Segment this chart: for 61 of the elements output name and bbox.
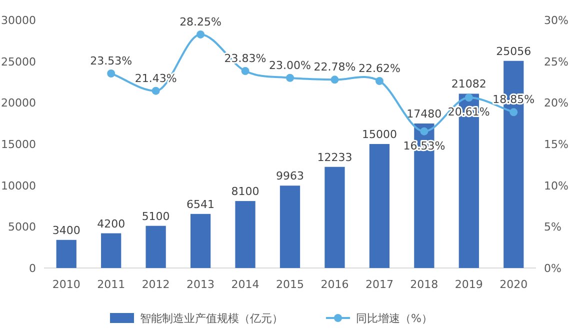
data-label: 22.62% bbox=[358, 62, 400, 76]
point bbox=[152, 86, 160, 95]
x-tick-label: 2018 bbox=[410, 278, 438, 291]
y2-tick-label: 10% bbox=[544, 179, 568, 192]
y2-tick-label: 25% bbox=[544, 55, 568, 68]
x-tick-label: 2017 bbox=[365, 278, 394, 291]
y2-tick-label: 20% bbox=[544, 96, 568, 110]
data-label: 9963 bbox=[276, 170, 304, 183]
x-tick-label: 2016 bbox=[320, 278, 349, 291]
data-label: 25056 bbox=[496, 44, 532, 58]
x-tick-label: 2012 bbox=[142, 278, 170, 291]
data-label: 23.53% bbox=[90, 54, 132, 68]
bar bbox=[146, 226, 166, 268]
y-tick-label: 30000 bbox=[1, 14, 36, 27]
point bbox=[286, 74, 294, 82]
y-tick-label: 10000 bbox=[1, 179, 36, 192]
data-label: 23.00% bbox=[269, 58, 311, 72]
y-tick-label: 15000 bbox=[1, 138, 36, 151]
bar bbox=[56, 240, 76, 268]
point bbox=[196, 30, 205, 38]
x-tick-label: 2010 bbox=[52, 278, 80, 291]
point bbox=[241, 67, 250, 76]
bar bbox=[235, 201, 256, 268]
x-tick-label: 2020 bbox=[500, 278, 528, 291]
bar bbox=[324, 166, 345, 268]
x-tick-label: 2013 bbox=[186, 278, 215, 291]
x-tick-label: 2014 bbox=[231, 278, 260, 291]
data-label: 28.25% bbox=[180, 15, 222, 28]
data-label: 17480 bbox=[406, 108, 442, 120]
data-label: 22.78% bbox=[314, 60, 356, 74]
data-label: 12233 bbox=[317, 150, 352, 164]
point bbox=[375, 77, 384, 86]
y2-tick-label: 15% bbox=[544, 138, 568, 151]
x-tick-label: 2011 bbox=[97, 278, 126, 291]
y-tick-label: 5000 bbox=[8, 220, 36, 234]
bar bbox=[369, 144, 390, 268]
y2-tick-label: 5% bbox=[544, 220, 562, 234]
x-tick-label: 2019 bbox=[454, 278, 483, 291]
data-label: 15000 bbox=[362, 128, 397, 141]
point bbox=[330, 76, 339, 84]
y-tick-label: 0 bbox=[29, 262, 36, 275]
bar bbox=[190, 214, 211, 268]
y-tick-label: 25000 bbox=[1, 55, 36, 68]
y2-tick-label: 30% bbox=[544, 14, 568, 27]
x-tick-label: 2015 bbox=[276, 278, 304, 291]
point bbox=[510, 108, 518, 116]
data-label: 3400 bbox=[52, 224, 80, 237]
data-label: 5100 bbox=[142, 210, 170, 223]
y2-tick-label: 0% bbox=[544, 262, 562, 275]
bar bbox=[101, 233, 122, 268]
data-label: 21082 bbox=[451, 78, 486, 91]
data-label: 4200 bbox=[97, 217, 126, 230]
bar bbox=[280, 186, 300, 268]
data-label: 6541 bbox=[186, 198, 215, 211]
y-tick-label: 20000 bbox=[1, 96, 36, 110]
point bbox=[464, 94, 473, 102]
point bbox=[420, 127, 428, 136]
data-label: 8100 bbox=[231, 185, 260, 198]
point bbox=[107, 69, 116, 78]
legend-label: 同比增速（%） bbox=[356, 312, 432, 325]
legend-label: 智能制造业产值规模（亿元） bbox=[140, 312, 283, 325]
